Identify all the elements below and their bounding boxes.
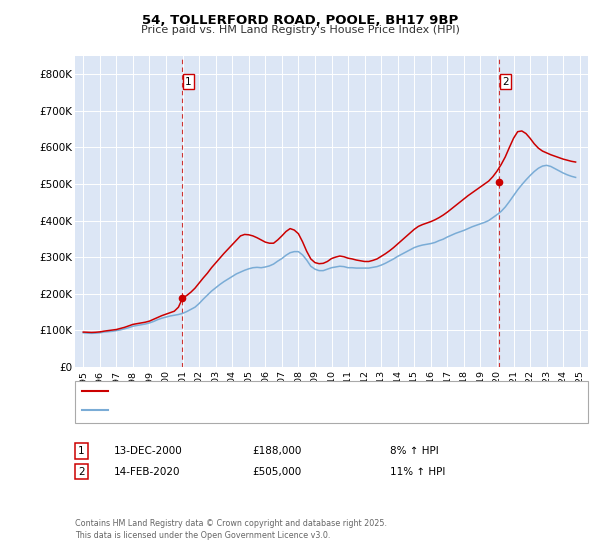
- Text: 2: 2: [78, 466, 85, 477]
- Text: £188,000: £188,000: [252, 446, 301, 456]
- Text: 8% ↑ HPI: 8% ↑ HPI: [390, 446, 439, 456]
- Text: HPI: Average price, detached house, Bournemouth Christchurch and Poole: HPI: Average price, detached house, Bour…: [112, 405, 483, 416]
- Text: Contains HM Land Registry data © Crown copyright and database right 2025.
This d: Contains HM Land Registry data © Crown c…: [75, 519, 387, 540]
- Text: 1: 1: [78, 446, 85, 456]
- Text: 14-FEB-2020: 14-FEB-2020: [114, 466, 181, 477]
- Text: 54, TOLLERFORD ROAD, POOLE, BH17 9BP: 54, TOLLERFORD ROAD, POOLE, BH17 9BP: [142, 14, 458, 27]
- Text: 2: 2: [502, 77, 509, 87]
- Text: £505,000: £505,000: [252, 466, 301, 477]
- Text: 54, TOLLERFORD ROAD, POOLE, BH17 9BP (detached house): 54, TOLLERFORD ROAD, POOLE, BH17 9BP (de…: [112, 386, 416, 396]
- Text: 1: 1: [185, 77, 192, 87]
- Text: 11% ↑ HPI: 11% ↑ HPI: [390, 466, 445, 477]
- Text: 13-DEC-2000: 13-DEC-2000: [114, 446, 183, 456]
- Text: Price paid vs. HM Land Registry's House Price Index (HPI): Price paid vs. HM Land Registry's House …: [140, 25, 460, 35]
